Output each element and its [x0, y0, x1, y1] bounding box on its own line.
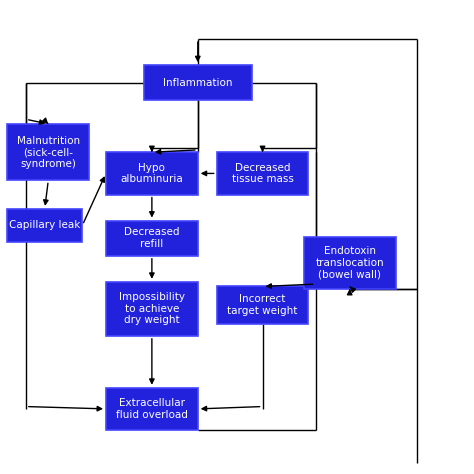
- Text: Inflammation: Inflammation: [163, 78, 233, 88]
- Text: Decreased
refill: Decreased refill: [124, 228, 180, 249]
- FancyBboxPatch shape: [106, 388, 198, 430]
- Text: Extracellular
fluid overload: Extracellular fluid overload: [116, 398, 188, 419]
- Text: Decreased
tissue mass: Decreased tissue mass: [232, 163, 293, 184]
- FancyBboxPatch shape: [106, 282, 198, 336]
- FancyBboxPatch shape: [144, 65, 252, 100]
- FancyBboxPatch shape: [304, 237, 396, 289]
- Text: Capillary leak: Capillary leak: [9, 220, 81, 230]
- FancyBboxPatch shape: [217, 152, 309, 195]
- FancyBboxPatch shape: [7, 209, 82, 242]
- FancyBboxPatch shape: [217, 286, 309, 324]
- FancyBboxPatch shape: [106, 152, 198, 195]
- Text: Impossibility
to achieve
dry weight: Impossibility to achieve dry weight: [119, 292, 185, 326]
- Text: Hypo
albuminuria: Hypo albuminuria: [120, 163, 183, 184]
- Text: Malnutrition
(sick-cell-
syndrome): Malnutrition (sick-cell- syndrome): [17, 136, 80, 169]
- FancyBboxPatch shape: [106, 220, 198, 256]
- Text: Incorrect
target weight: Incorrect target weight: [228, 294, 298, 316]
- FancyBboxPatch shape: [7, 124, 90, 181]
- Text: Endotoxin
translocation
(bowel wall): Endotoxin translocation (bowel wall): [315, 246, 384, 280]
